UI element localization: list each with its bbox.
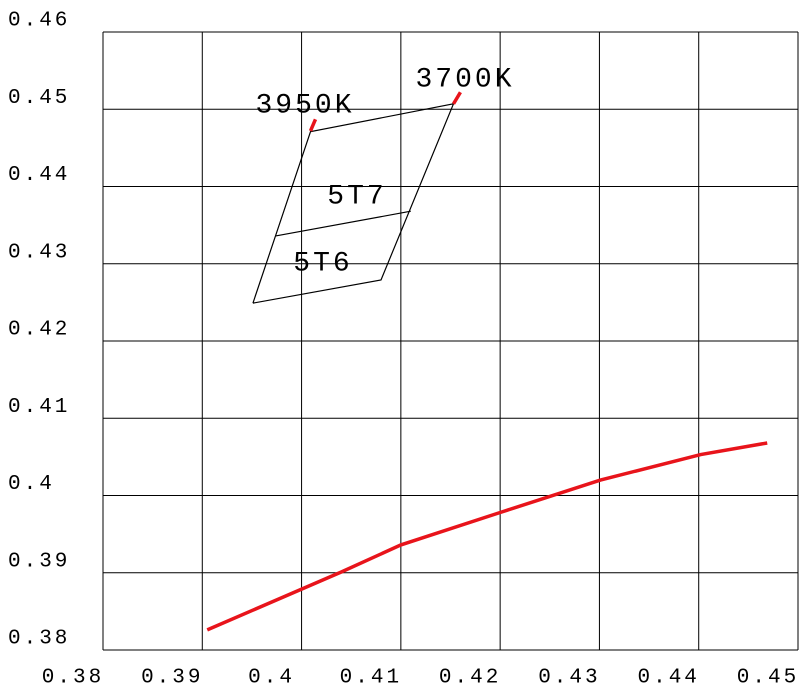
series-line [308,118,318,132]
x-tick-label: 0.44 [638,667,700,689]
x-tick-label: 0.38 [42,667,104,689]
x-tick-label: 0.4 [248,667,295,689]
x-tick-label: 0.39 [141,667,203,689]
series-line [275,210,411,237]
annotation: 3700K [415,64,514,95]
series-line [206,441,768,632]
x-tick-label: 0.42 [439,667,501,689]
x-tick-label: 0.41 [340,667,402,689]
y-tick-label: 0.46 [8,10,70,33]
x-tick-label: 0.43 [538,667,600,689]
annotation: 5T6 [293,248,352,279]
series-line [451,91,462,105]
x-tick-label: 0.45 [737,667,799,689]
y-tick-label: 0.43 [8,241,70,264]
annotation: 3950K [255,90,354,121]
y-tick-label: 0.42 [8,319,70,342]
y-tick-label: 0.45 [8,87,70,110]
annotation: 5T7 [327,181,386,212]
y-tick-label: 0.4 [8,473,55,496]
y-tick-label: 0.41 [8,396,70,419]
y-tick-label: 0.39 [8,550,70,573]
y-tick-label: 0.38 [8,628,70,651]
y-tick-label: 0.44 [8,164,70,187]
